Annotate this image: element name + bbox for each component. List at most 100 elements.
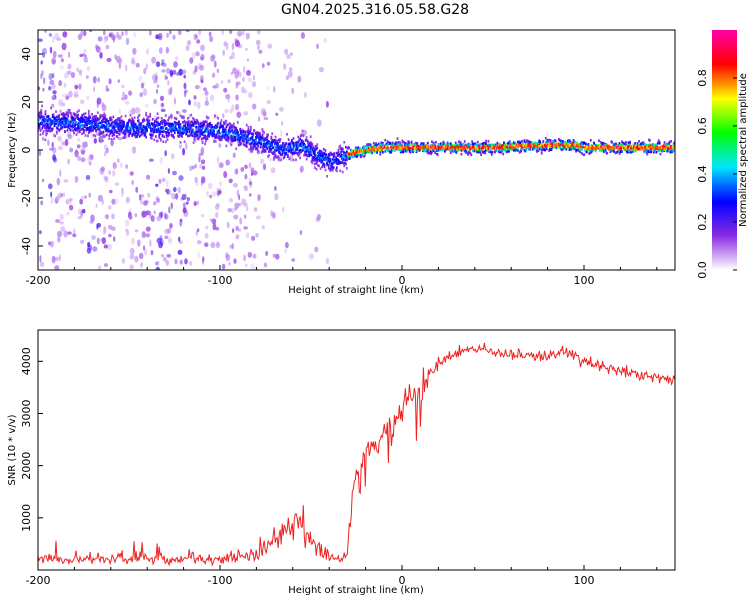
ridge-cell <box>391 141 394 145</box>
ridge-cell <box>521 143 524 146</box>
ridge-cell <box>406 142 409 146</box>
ridge-cell <box>325 158 328 162</box>
ridge-cell <box>297 135 300 139</box>
ridge-cell <box>250 147 253 150</box>
ridge-cell <box>245 141 248 144</box>
ridge-cell <box>311 158 314 162</box>
noise-cell <box>271 210 274 218</box>
ridge-cell <box>645 151 648 154</box>
ridge-cell <box>203 136 206 140</box>
noise-cell <box>140 262 143 268</box>
ridge-cell <box>354 154 356 158</box>
ridge-cell <box>268 140 270 143</box>
ridge-cell <box>116 121 119 125</box>
ridge-cell <box>72 129 75 132</box>
ridge-cell <box>144 131 147 134</box>
ridge-cell <box>209 125 211 128</box>
ridge-cell <box>169 126 171 130</box>
noise-cell <box>81 209 86 214</box>
ridge-cell <box>512 142 514 146</box>
ridge-cell <box>257 150 260 153</box>
ridge-cell <box>335 156 337 159</box>
noise-cell <box>178 236 181 242</box>
noise-cell <box>160 254 165 258</box>
ridge-cell <box>397 148 400 151</box>
noise-cell <box>58 80 62 87</box>
ridge-cell <box>360 155 363 158</box>
ridge-cell <box>204 134 206 138</box>
noise-cell <box>59 169 62 177</box>
noise-cell <box>66 211 70 216</box>
ridge-cell <box>123 124 125 128</box>
ridge-cell <box>177 128 179 131</box>
ridge-cell <box>426 145 428 148</box>
ridge-cell <box>277 138 280 142</box>
noise-cell <box>200 159 206 165</box>
ridge-cell <box>249 130 251 134</box>
ridge-cell <box>224 133 227 137</box>
ridge-cell <box>137 129 140 133</box>
noise-cell <box>209 94 215 102</box>
noise-cell <box>67 65 72 70</box>
colorbar-tick-label: 0.4 <box>696 165 709 183</box>
ridge-cell <box>345 167 348 170</box>
ridge-cell <box>41 127 43 130</box>
ridge-cell <box>642 145 645 148</box>
ridge-cell <box>118 125 120 128</box>
ridge-cell <box>128 126 130 129</box>
ridge-cell <box>240 142 242 145</box>
ridge-cell <box>487 145 490 149</box>
ridge-cell <box>551 143 554 146</box>
noise-cell <box>177 186 181 194</box>
ridge-cell <box>310 144 313 148</box>
ridge-cell <box>73 112 75 115</box>
ridge-cell <box>282 151 285 154</box>
noise-cell <box>195 34 198 39</box>
noise-cell <box>228 30 233 33</box>
ridge-cell <box>436 147 438 150</box>
ridge-cell <box>65 125 68 128</box>
ridge-cell <box>444 150 446 153</box>
ridge-cell <box>386 140 389 143</box>
ridge-cell <box>159 126 162 129</box>
noise-cell <box>241 30 245 36</box>
noise-cell <box>263 116 269 121</box>
ridge-cell <box>273 155 276 159</box>
noise-cell <box>251 81 257 88</box>
ridge-cell <box>122 136 125 140</box>
noise-cell <box>245 32 250 40</box>
noise-cell <box>316 43 319 50</box>
ridge-cell <box>300 151 302 154</box>
ridge-cell <box>587 143 590 146</box>
ridge-cell <box>184 121 187 125</box>
ridge-cell <box>148 122 151 125</box>
noise-cell <box>226 221 230 229</box>
ridge-cell <box>303 143 306 146</box>
ridge-cell <box>642 141 645 144</box>
noise-cell <box>204 90 209 96</box>
noise-cell <box>202 256 205 262</box>
ridge-cell <box>40 122 43 126</box>
ridge-cell <box>189 126 192 129</box>
ridge-cell <box>55 122 57 126</box>
noise-cell <box>299 165 305 173</box>
noise-cell <box>117 136 123 141</box>
ridge-cell <box>192 122 195 125</box>
ridge-cell <box>515 148 518 152</box>
noise-cell <box>198 152 204 157</box>
ridge-cell <box>120 129 123 133</box>
noise-cell <box>103 244 108 249</box>
ridge-cell <box>431 147 434 151</box>
ridge-cell <box>81 113 84 117</box>
ridge-cell <box>165 133 168 136</box>
ridge-cell <box>247 126 250 129</box>
ridge-cell <box>167 128 170 132</box>
noise-cell <box>225 42 229 51</box>
noise-cell <box>57 236 61 243</box>
ridge-cell <box>363 154 366 157</box>
noise-cell <box>265 251 268 256</box>
ridge-cell <box>345 158 348 162</box>
noise-cell <box>243 111 249 116</box>
ridge-cell <box>43 118 46 121</box>
ridge-cell <box>266 135 269 139</box>
